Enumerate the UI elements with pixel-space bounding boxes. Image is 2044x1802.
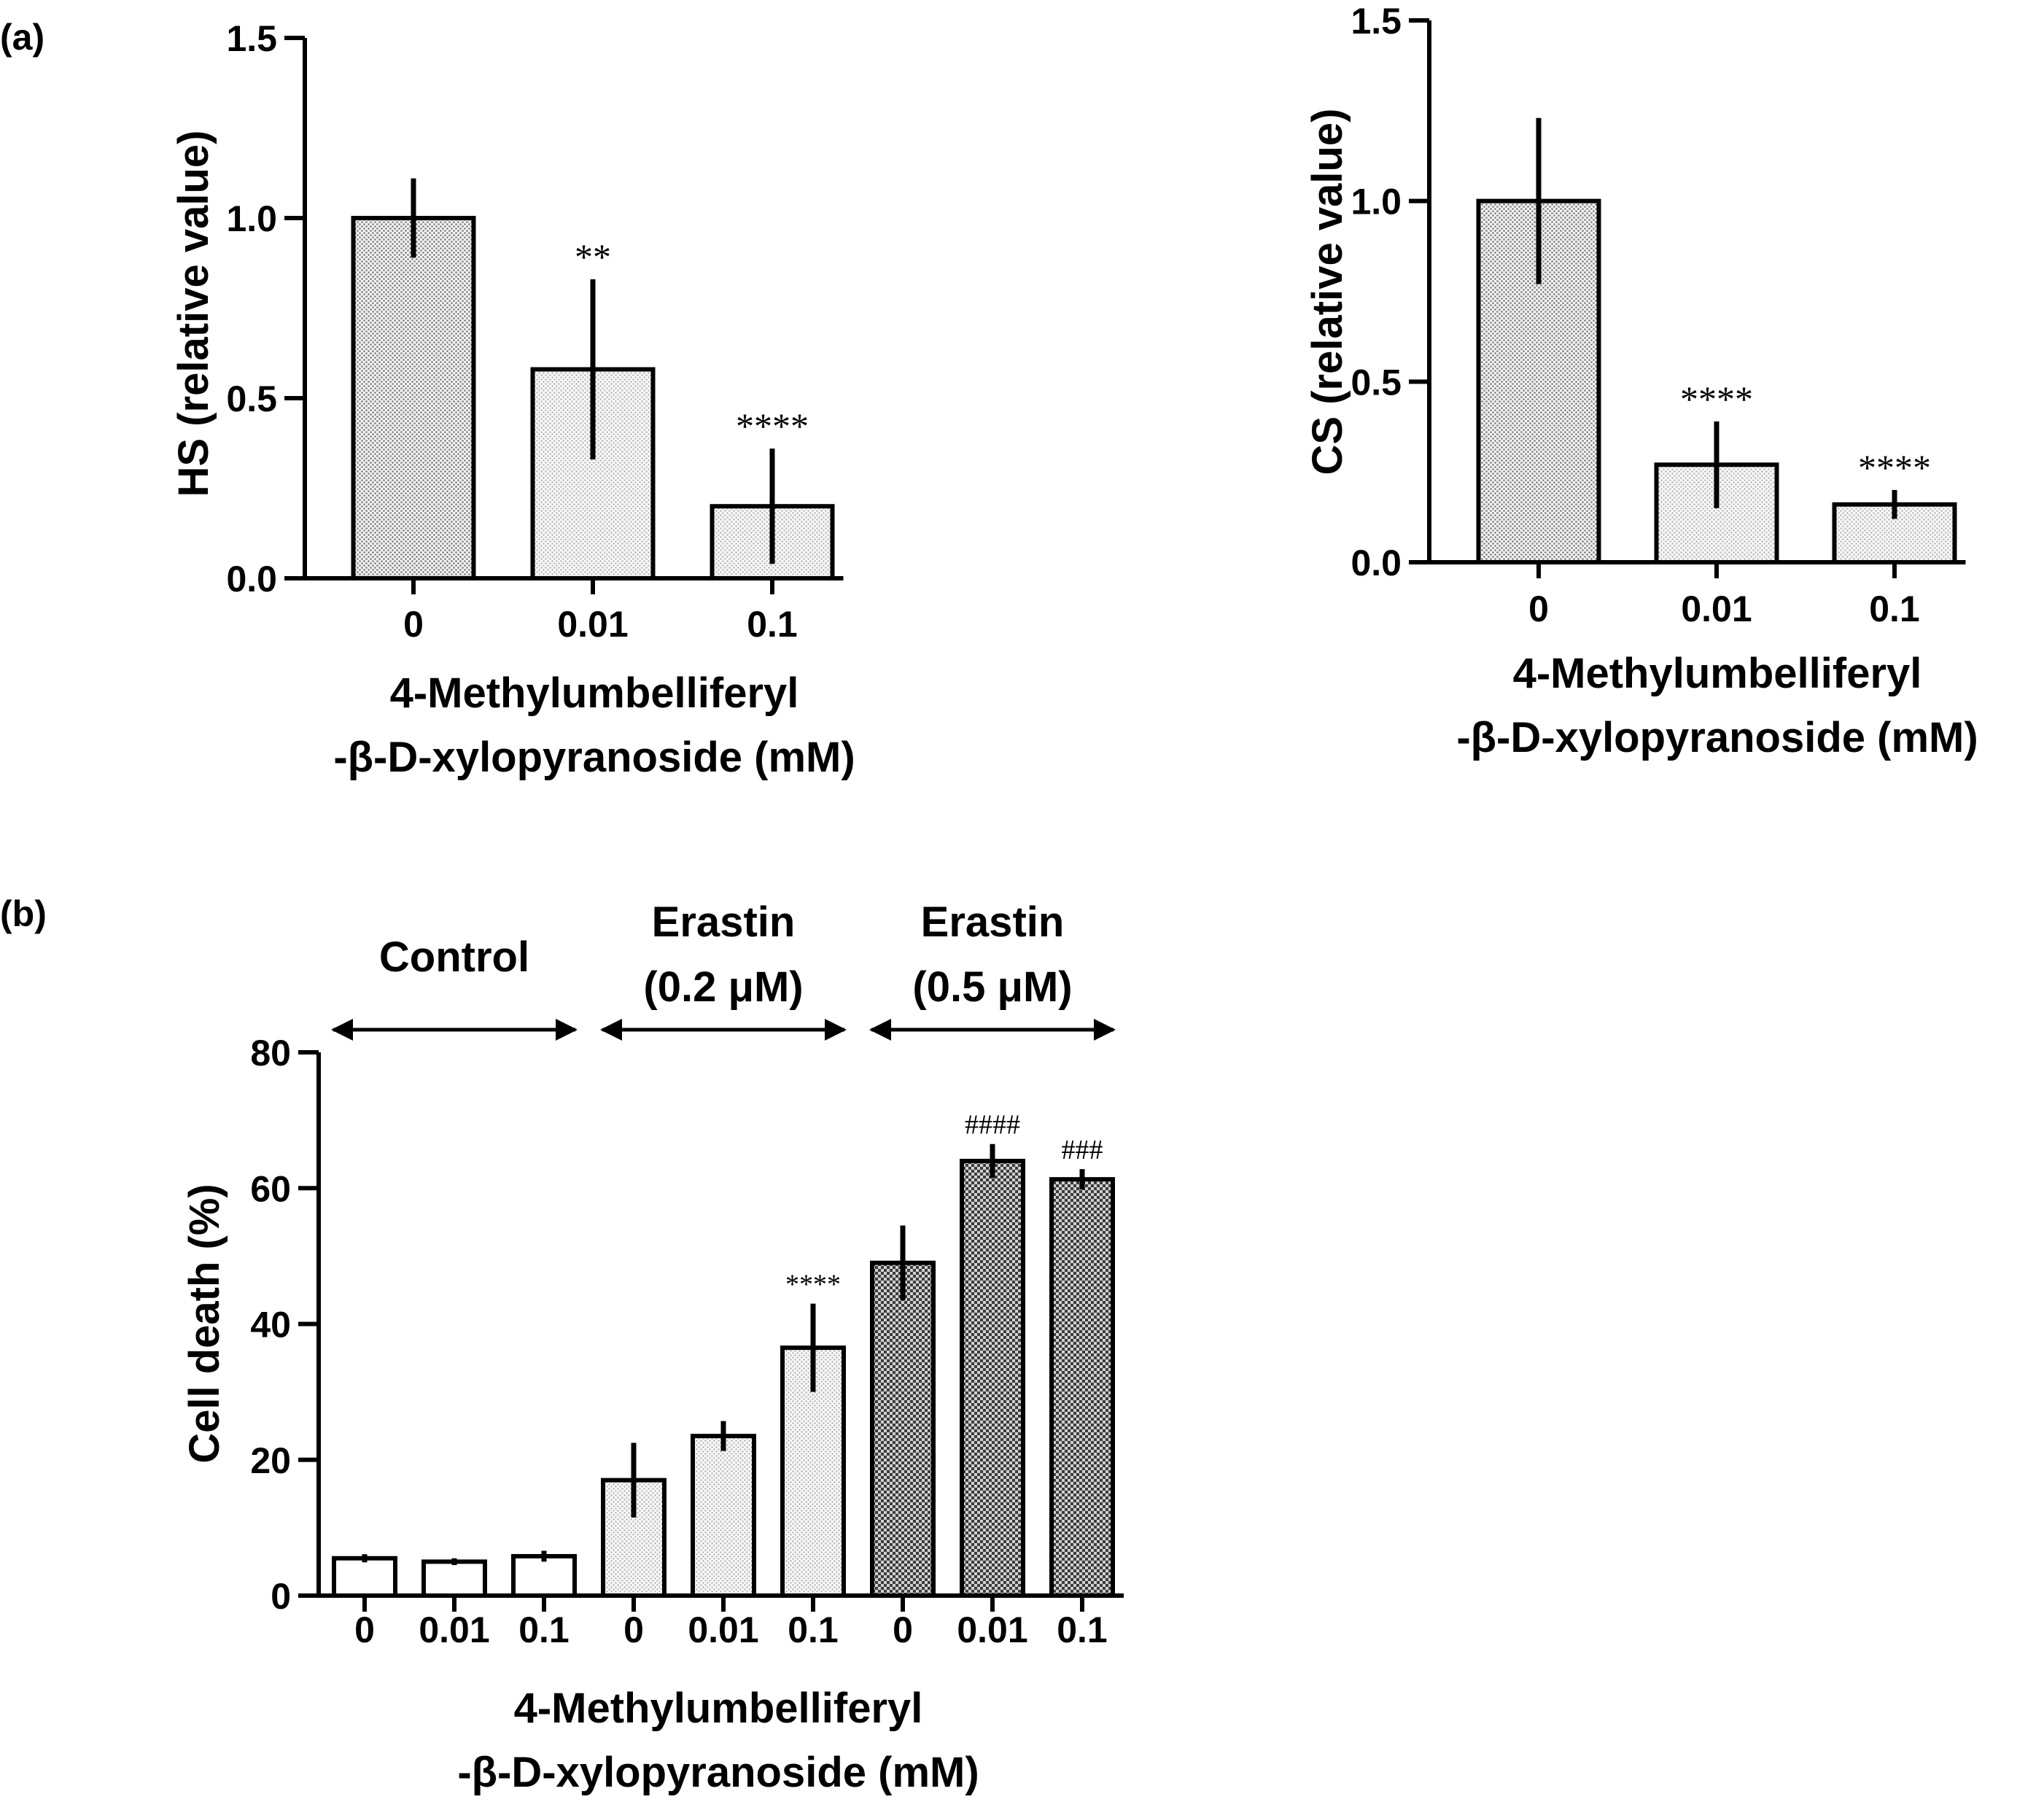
cd-x-tick-label: 0.01 — [419, 1609, 489, 1650]
panel-label-b: (b) — [0, 893, 47, 934]
cs-y-tick-label: 0.0 — [1351, 543, 1402, 583]
cd-x-axis-label-line1: 4-Methylumbelliferyl — [514, 1685, 923, 1732]
hs-y-tick-label: 0.5 — [226, 378, 277, 419]
group-label: Erastin — [652, 898, 796, 946]
cd-y-tick-label: 40 — [250, 1305, 291, 1345]
hs-x-tick-label: 0 — [403, 604, 424, 645]
group-label-sub: (0.5 μM) — [912, 963, 1072, 1011]
cd-x-tick-label: 0.01 — [957, 1609, 1027, 1650]
cell-death-chart: Cell death (%) 4-Methylumbelliferyl -β-D… — [181, 898, 1124, 1796]
cd-y-tick-label: 0 — [271, 1576, 291, 1617]
cs-x-axis-label-line2: -β-D-xylopyranoside (mM) — [1456, 714, 1978, 761]
hs-y-tick-label: 1.0 — [226, 198, 277, 239]
cd-significance-label: ### — [1062, 1135, 1103, 1165]
cd-x-tick-label: 0 — [623, 1609, 644, 1650]
group-label: Erastin — [921, 898, 1065, 946]
cd-x-tick-label: 0.1 — [1057, 1609, 1108, 1650]
hs-significance-label: ** — [575, 236, 611, 277]
cd-significance-label: #### — [965, 1110, 1020, 1141]
cd-bar — [960, 1159, 1025, 1598]
cd-bar — [421, 1559, 487, 1598]
hs-x-axis-label-line1: 4-Methylumbelliferyl — [390, 669, 799, 717]
group-label: Control — [379, 933, 529, 981]
cd-bar — [1049, 1177, 1115, 1599]
cd-x-tick-label: 0.1 — [788, 1609, 839, 1650]
hs-y-tick-label: 0.0 — [226, 559, 277, 599]
cs-chart: CS (relative value) 4-Methylumbelliferyl… — [1304, 1, 1978, 761]
panel-label-a: (a) — [0, 17, 44, 58]
cd-x-tick-label: 0.1 — [518, 1609, 570, 1650]
cs-x-axis-label-line1: 4-Methylumbelliferyl — [1513, 650, 1922, 697]
hs-significance-label: **** — [736, 405, 809, 446]
cs-significance-label: **** — [1680, 378, 1753, 419]
hs-x-tick-label: 0.01 — [557, 604, 628, 645]
cd-bar — [511, 1553, 577, 1599]
cs-x-tick-label: 0.01 — [1681, 589, 1752, 629]
cd-y-axis-label: Cell death (%) — [181, 1184, 228, 1464]
hs-y-tick-label: 1.5 — [226, 18, 277, 59]
cs-x-tick-label: 0 — [1528, 589, 1549, 629]
cs-bar — [1654, 462, 1779, 565]
cd-bar — [332, 1556, 397, 1598]
cd-bar — [870, 1260, 936, 1598]
cd-significance-label: **** — [785, 1270, 841, 1300]
cs-y-tick-label: 1.5 — [1351, 1, 1402, 42]
cs-y-axis-label: CS (relative value) — [1304, 109, 1351, 475]
cs-x-tick-label: 0.1 — [1869, 589, 1920, 629]
cs-y-tick-label: 1.0 — [1351, 182, 1402, 222]
cd-bar — [691, 1434, 756, 1598]
cs-y-tick-label: 0.5 — [1351, 362, 1402, 403]
cd-x-tick-label: 0 — [893, 1609, 913, 1650]
hs-y-axis-label: HS (relative value) — [170, 131, 217, 497]
hs-x-tick-label: 0.1 — [747, 604, 798, 645]
cd-y-tick-label: 20 — [250, 1440, 291, 1481]
cd-x-tick-label: 0.01 — [688, 1609, 758, 1650]
group-label-sub: (0.2 μM) — [643, 963, 803, 1011]
cd-y-tick-label: 60 — [250, 1168, 291, 1209]
cd-x-tick-label: 0 — [354, 1609, 375, 1650]
hs-chart: HS (relative value) 4-Methylumbelliferyl… — [170, 18, 855, 781]
cs-significance-label: **** — [1858, 447, 1931, 488]
cd-x-axis-label-line2: -β-D-xylopyranoside (mM) — [457, 1749, 979, 1796]
hs-x-axis-label-line2: -β-D-xylopyranoside (mM) — [333, 734, 855, 781]
cd-y-tick-label: 80 — [250, 1033, 291, 1073]
hs-bar — [351, 216, 476, 580]
